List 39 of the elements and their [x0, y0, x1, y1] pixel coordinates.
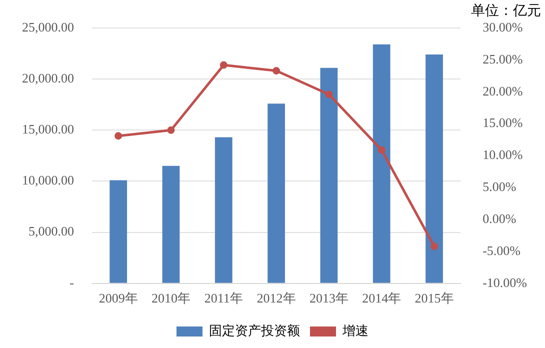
point — [167, 126, 175, 134]
y-tick-label: 5,000.00 — [28, 224, 74, 239]
y-tick-label: - — [70, 274, 74, 290]
y2-tick-label: 10.00% — [482, 147, 523, 162]
bar — [214, 137, 232, 283]
x-tick-label: 2015年 — [414, 290, 454, 306]
bar — [268, 104, 285, 283]
bar — [372, 44, 390, 283]
y-tick-label: 25,000.00 — [22, 19, 74, 34]
bar — [162, 166, 180, 283]
point — [325, 90, 333, 98]
y2-tick-label: 30.00% — [482, 19, 523, 34]
bar — [110, 180, 128, 283]
text: 单位：亿元 — [471, 2, 541, 20]
y2-tick-label: 20.00% — [482, 83, 523, 98]
x-tick-label: 2009年 — [98, 290, 138, 306]
x-tick-label: 2012年 — [256, 290, 296, 306]
y-tick-label: 10,000.00 — [22, 172, 74, 188]
y2-tick-label: -10.00% — [482, 274, 528, 290]
legend-label: 固定资产投资额 — [209, 322, 300, 338]
y-tick-label: 20,000.00 — [22, 70, 74, 86]
y2-tick-label: 5.00% — [482, 179, 516, 194]
point — [430, 242, 438, 250]
x-tick-label: 2011年 — [204, 290, 243, 306]
y2-tick-label: -5.00% — [482, 242, 521, 258]
point — [378, 146, 386, 154]
x-tick-label: 2010年 — [151, 290, 190, 306]
y2-tick-label: 25.00% — [482, 51, 523, 66]
legend-label: 增速 — [342, 322, 368, 338]
x-tick-label: 2013年 — [309, 290, 348, 306]
y2-tick-label: 15.00% — [482, 115, 523, 130]
point — [114, 132, 122, 140]
point — [272, 67, 280, 75]
y2-tick-label: 0.00% — [482, 210, 516, 226]
point — [220, 61, 228, 69]
bar — [426, 54, 443, 283]
x-tick-label: 2014年 — [362, 290, 402, 306]
bar — [320, 68, 338, 283]
y-tick-label: 15,000.00 — [22, 122, 74, 137]
